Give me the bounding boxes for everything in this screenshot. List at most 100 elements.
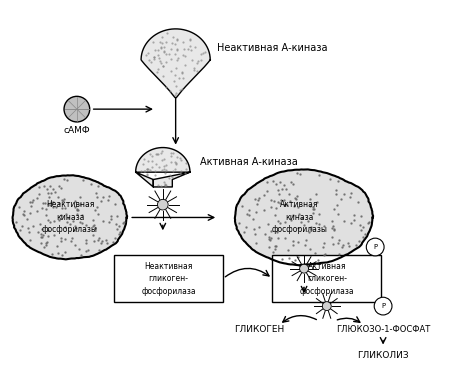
Point [78, 252, 85, 258]
Point [182, 166, 190, 172]
Point [74, 207, 82, 213]
Point [297, 172, 304, 178]
Point [151, 168, 159, 174]
Point [113, 213, 121, 219]
Point [37, 231, 45, 237]
Point [144, 50, 151, 56]
Point [245, 207, 252, 213]
Point [179, 70, 186, 75]
Point [161, 182, 169, 188]
Point [192, 44, 199, 50]
Point [309, 204, 316, 210]
Point [61, 249, 68, 255]
Point [331, 227, 338, 233]
Point [39, 200, 46, 206]
Point [161, 48, 168, 54]
Point [64, 219, 71, 225]
Point [105, 193, 112, 199]
Point [48, 190, 55, 195]
Point [143, 165, 150, 171]
Point [172, 161, 180, 167]
Point [60, 198, 67, 204]
Point [180, 39, 187, 45]
Point [95, 183, 102, 189]
Point [158, 150, 165, 156]
Point [159, 40, 166, 46]
Point [96, 235, 103, 240]
Point [154, 52, 162, 58]
Point [163, 39, 170, 45]
Point [93, 203, 101, 209]
Point [99, 238, 106, 244]
Text: ГЛИКОЛИЗ: ГЛИКОЛИЗ [357, 351, 409, 360]
Point [294, 225, 301, 231]
Point [356, 221, 364, 227]
Point [293, 171, 300, 176]
Point [33, 195, 41, 201]
Point [319, 244, 327, 250]
Point [352, 242, 359, 248]
Circle shape [300, 264, 308, 273]
Point [157, 44, 165, 50]
Point [153, 69, 160, 75]
Point [137, 168, 144, 174]
Point [266, 234, 273, 239]
Ellipse shape [235, 170, 373, 265]
Point [187, 43, 194, 49]
Point [77, 201, 84, 207]
Point [79, 212, 86, 217]
Point [24, 225, 32, 231]
Point [294, 239, 302, 245]
Point [141, 168, 149, 173]
Point [83, 248, 90, 254]
Point [119, 220, 126, 225]
Point [170, 78, 177, 84]
Point [307, 203, 314, 209]
Point [255, 195, 263, 201]
Point [169, 174, 176, 180]
Point [26, 199, 33, 205]
Point [40, 183, 48, 188]
Point [46, 219, 53, 225]
Point [140, 156, 148, 162]
Point [329, 223, 337, 229]
Point [235, 220, 243, 225]
Point [74, 207, 81, 213]
Point [47, 199, 54, 205]
Polygon shape [136, 147, 190, 187]
Point [143, 172, 150, 178]
Point [159, 63, 166, 69]
Point [313, 191, 320, 197]
Point [58, 238, 65, 244]
Point [107, 216, 115, 222]
Point [175, 75, 182, 81]
Point [158, 60, 165, 66]
Point [188, 57, 195, 63]
Point [310, 206, 318, 212]
Point [109, 239, 117, 244]
Point [160, 166, 168, 172]
Point [162, 162, 170, 168]
Point [72, 223, 79, 229]
Point [335, 240, 342, 246]
Point [171, 159, 178, 165]
Point [322, 251, 329, 257]
Circle shape [64, 96, 90, 122]
Point [68, 235, 75, 240]
Point [140, 161, 147, 167]
Point [176, 170, 184, 176]
Point [167, 46, 174, 52]
Point [95, 237, 102, 243]
Point [56, 217, 63, 223]
Point [51, 219, 58, 224]
Text: сАМФ: сАМФ [64, 126, 90, 135]
Point [91, 225, 99, 231]
Text: Неактивная
гликоген-
фосфорилаза: Неактивная гликоген- фосфорилаза [141, 262, 196, 295]
Point [277, 197, 284, 203]
Point [63, 177, 70, 183]
Point [157, 183, 165, 189]
Point [112, 221, 120, 227]
Point [37, 240, 44, 246]
Point [332, 187, 340, 193]
Point [157, 39, 164, 45]
